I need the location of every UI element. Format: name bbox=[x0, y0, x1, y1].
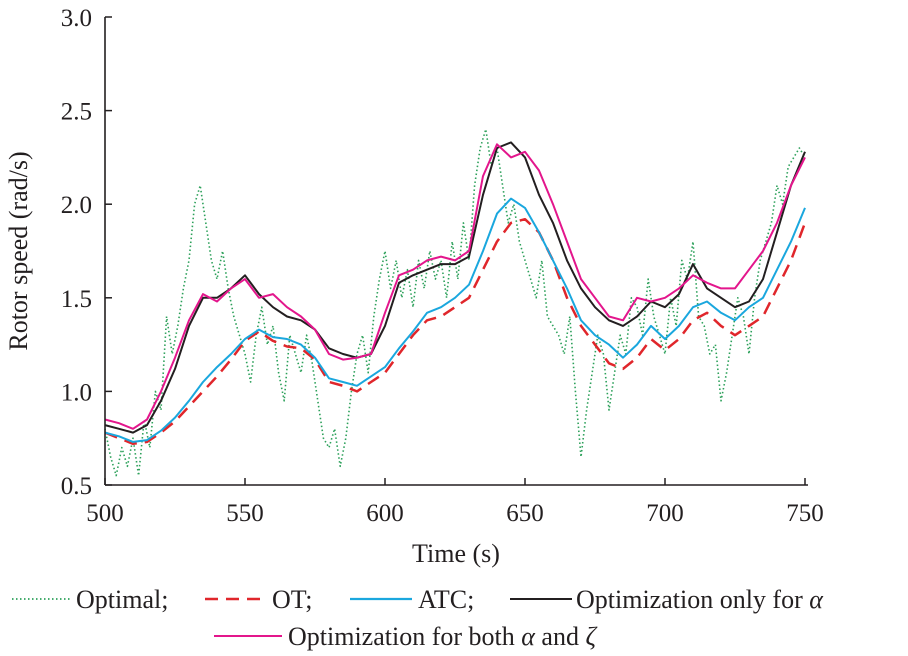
x-tick-label: 500 bbox=[86, 500, 124, 527]
legend-label-optimization-alpha-prefix: Optimization only for bbox=[576, 585, 809, 614]
series-line-optimal bbox=[104, 128, 806, 477]
legend-label-ot: OT; bbox=[272, 585, 312, 614]
legend-label-atc: ATC; bbox=[418, 585, 474, 614]
ticks-layer: 500 550 600 650 700 750 0.5 1.0 1.5 2.0 2.5 3.0 bbox=[61, 5, 824, 527]
y-axis-title: Rotor speed (rad/s) bbox=[4, 151, 33, 350]
legend: Optimal; OT; ATC; Optimization only for … bbox=[12, 585, 824, 651]
legend-label-optimal: Optimal; bbox=[76, 585, 168, 614]
axes-layer bbox=[104, 17, 808, 486]
y-tick-label: 1.0 bbox=[61, 379, 92, 406]
series-line-atc bbox=[104, 197, 806, 443]
y-tick-label: 2.5 bbox=[61, 99, 92, 126]
series-line-optimization-only-for bbox=[104, 141, 806, 434]
series-layer bbox=[104, 128, 807, 477]
legend-label-optimization-both: Optimization for both α and ζ bbox=[288, 622, 597, 651]
y-tick-label: 3.0 bbox=[61, 5, 92, 32]
y-tick-label: 0.5 bbox=[61, 473, 92, 500]
y-tick-label: 1.5 bbox=[61, 286, 92, 313]
x-tick-label: 650 bbox=[506, 500, 544, 527]
legend-label-optimization-alpha: Optimization only for α bbox=[576, 585, 824, 614]
series-line-ot bbox=[104, 217, 807, 446]
x-tick-label: 700 bbox=[646, 500, 684, 527]
series-line-optimization-for-both-and bbox=[104, 143, 806, 430]
y-tick-label: 2.0 bbox=[61, 192, 92, 219]
x-tick-label: 600 bbox=[366, 500, 404, 527]
legend-label-and: and bbox=[535, 622, 586, 651]
legend-label-alpha-symbol-2: α bbox=[521, 622, 536, 651]
legend-label-optimization-both-prefix: Optimization for both bbox=[288, 622, 521, 651]
legend-label-zeta-symbol: ζ bbox=[585, 622, 597, 651]
x-axis-title: Time (s) bbox=[412, 539, 500, 568]
x-tick-label: 550 bbox=[226, 500, 264, 527]
x-tick-label: 750 bbox=[786, 500, 824, 527]
legend-label-alpha-symbol: α bbox=[809, 585, 824, 614]
